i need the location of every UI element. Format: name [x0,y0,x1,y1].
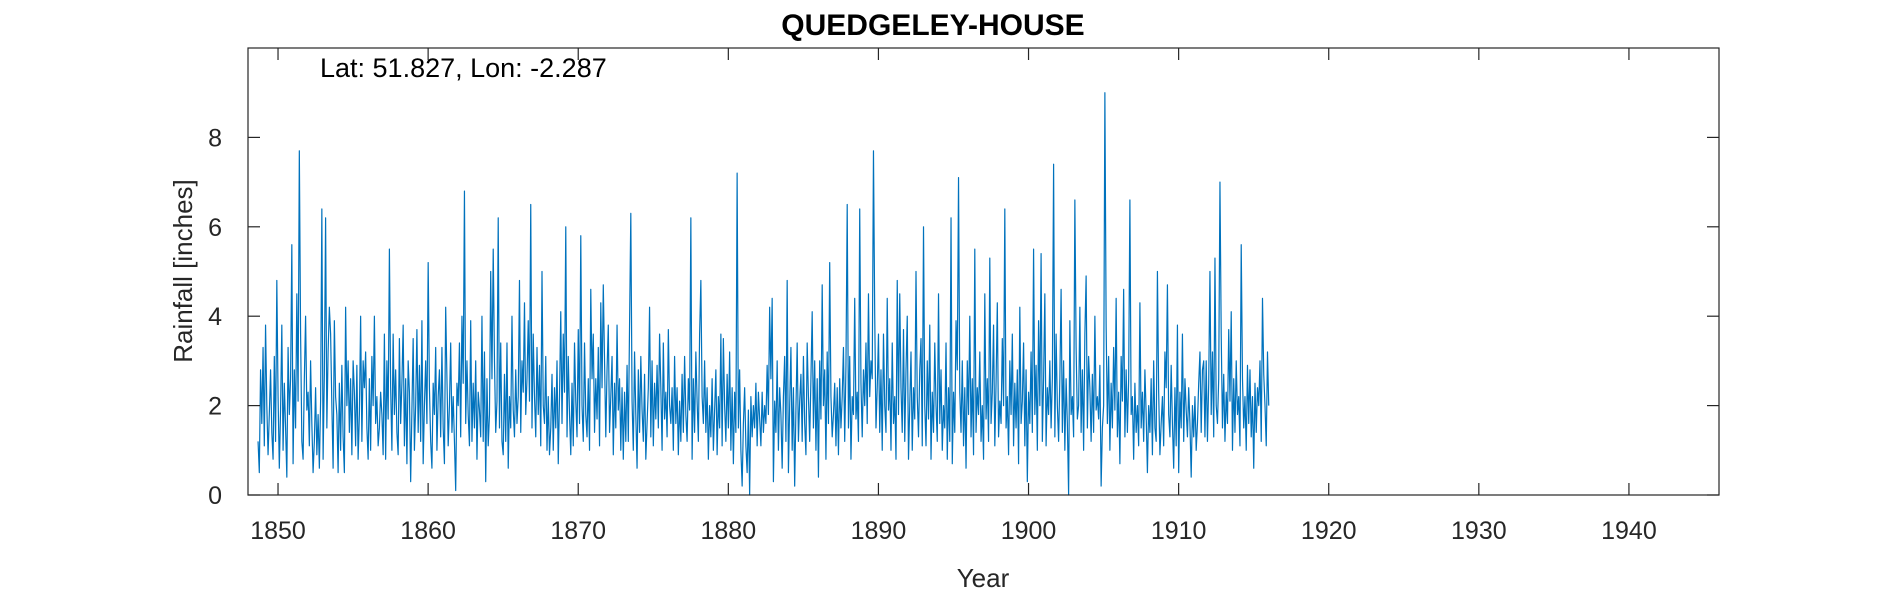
y-axis: 0 2 4 6 8 [208,124,1719,510]
x-axis: 1850 1860 1870 1880 1890 1900 1910 1920 1930 1940 [250,48,1657,545]
rainfall-series-line [257,92,1270,496]
x-tick-label: 1860 [400,517,456,545]
x-tick-label: 1930 [1451,517,1507,545]
y-tick-label: 0 [208,482,222,510]
y-tick-label: 8 [208,124,222,152]
x-tick-label: 1940 [1601,517,1657,545]
y-tick-label: 6 [208,214,222,242]
x-tick-label: 1850 [250,517,306,545]
chart-title: QUEDGELEY-HOUSE [781,9,1084,42]
x-tick-label: 1880 [701,517,757,545]
plot-area [257,92,1270,496]
x-tick-label: 1870 [550,517,606,545]
x-tick-label: 1910 [1151,517,1207,545]
x-tick-label: 1900 [1001,517,1057,545]
y-tick-label: 4 [208,303,222,331]
x-tick-label: 1920 [1301,517,1357,545]
x-tick-label: 1890 [851,517,907,545]
x-axis-label: Year [957,563,1010,591]
y-axis-label: Rainfall [inches] [168,179,198,363]
station-coordinates-annotation: Lat: 51.827, Lon: -2.287 [320,53,607,83]
axes-frame [247,47,1720,496]
y-tick-label: 2 [208,393,222,421]
